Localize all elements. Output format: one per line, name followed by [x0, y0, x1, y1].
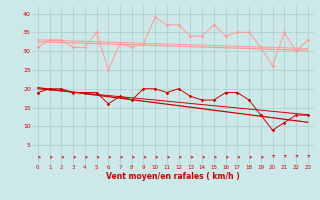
X-axis label: Vent moyen/en rafales ( km/h ): Vent moyen/en rafales ( km/h ) — [106, 172, 240, 181]
